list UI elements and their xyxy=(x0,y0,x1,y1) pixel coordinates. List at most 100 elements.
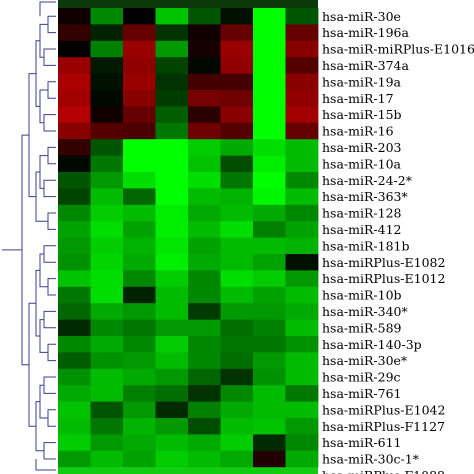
heatmap-cell xyxy=(90,286,124,304)
heatmap-cell xyxy=(285,73,319,91)
heatmap-cell xyxy=(123,40,156,58)
heatmap-cell xyxy=(253,352,286,370)
row-label: hsa-miRPlus-E1082 xyxy=(322,255,445,270)
heatmap-cell xyxy=(58,8,91,25)
heatmap-cell xyxy=(123,139,156,156)
heatmap-cell xyxy=(123,172,156,189)
heatmap-cell xyxy=(220,221,254,238)
heatmap-cell xyxy=(155,188,189,206)
heatmap-cell xyxy=(188,237,221,255)
heatmap-cell xyxy=(253,450,286,468)
row-label: hsa-miRPlus-F1127 xyxy=(322,419,445,434)
row-label: hsa-miR-30e xyxy=(322,9,401,24)
heatmap-partial-row-top xyxy=(58,0,318,8)
heatmap-cell xyxy=(90,139,124,156)
heatmap-cell xyxy=(155,221,189,238)
heatmap-cell xyxy=(90,254,124,271)
heatmap-cell xyxy=(90,172,124,189)
heatmap-cell xyxy=(90,401,124,419)
heatmap-cell xyxy=(220,204,254,222)
heatmap-cell xyxy=(58,221,91,238)
heatmap-cells xyxy=(58,0,319,474)
heatmap-cell xyxy=(285,336,319,353)
heatmap-cell xyxy=(220,188,254,206)
heatmap-cell xyxy=(188,73,221,91)
heatmap-cell xyxy=(58,237,91,255)
heatmap-cell xyxy=(285,188,319,206)
heatmap-cell xyxy=(220,401,254,419)
row-label: hsa-miR-30c-1* xyxy=(322,452,420,467)
heatmap-cell xyxy=(90,336,124,353)
heatmap-cell xyxy=(58,385,91,402)
heatmap-cell xyxy=(188,319,221,337)
row-dendrogram xyxy=(2,1,56,471)
heatmap-cell xyxy=(155,368,189,386)
row-label: hsa-miR-412 xyxy=(322,222,402,237)
heatmap-cell xyxy=(285,254,319,271)
heatmap-cell xyxy=(188,188,221,206)
heatmap-cell xyxy=(188,401,221,419)
heatmap-cell xyxy=(220,172,254,189)
heatmap-cell xyxy=(90,40,124,58)
heatmap-cell xyxy=(90,319,124,337)
heatmap-cell xyxy=(90,106,124,124)
heatmap-cell xyxy=(90,90,124,107)
heatmap-cell xyxy=(220,286,254,304)
heatmap-cell xyxy=(188,270,221,288)
heatmap-cell xyxy=(253,204,286,222)
heatmap-cell xyxy=(58,368,91,386)
heatmap-cell xyxy=(220,418,254,435)
heatmap-cell xyxy=(123,122,156,140)
heatmap-cell xyxy=(155,450,189,468)
row-label: hsa-miR-19a xyxy=(322,74,402,89)
heatmap-cell xyxy=(220,303,254,320)
heatmap-cell xyxy=(253,270,286,288)
heatmap-cell xyxy=(90,155,124,173)
heatmap-cell xyxy=(58,188,91,206)
row-label: hsa-miR-10b xyxy=(322,288,402,303)
heatmap-cell xyxy=(220,122,254,140)
heatmap-cell xyxy=(253,73,286,91)
row-label: hsa-miR-16 xyxy=(322,124,394,139)
heatmap-cell xyxy=(253,368,286,386)
heatmap-cell xyxy=(123,57,156,74)
row-label: hsa-miR-611 xyxy=(322,435,402,450)
heatmap-cell xyxy=(58,319,91,337)
heatmap-cell xyxy=(220,106,254,124)
row-label: hsa-miR-15b xyxy=(322,107,402,122)
heatmap-cell xyxy=(123,237,156,255)
heatmap-cell xyxy=(123,204,156,222)
heatmap-cell xyxy=(253,155,286,173)
row-label: hsa-miR-589 xyxy=(322,320,402,335)
heatmap-cell xyxy=(58,270,91,288)
heatmap-cell xyxy=(285,352,319,370)
heatmap-cell xyxy=(220,40,254,58)
heatmap-cell xyxy=(285,303,319,320)
row-label: hsa-miRPlus-E1042 xyxy=(322,402,445,417)
heatmap-cell xyxy=(155,73,189,91)
heatmap-cell xyxy=(58,303,91,320)
row-label: hsa-miR-196a xyxy=(322,25,409,40)
heatmap-cell xyxy=(253,237,286,255)
heatmap-cell xyxy=(155,336,189,353)
heatmap-cell xyxy=(253,254,286,271)
heatmap-cell xyxy=(58,418,91,435)
dendrogram-link xyxy=(35,459,56,471)
heatmap-cell xyxy=(188,418,221,435)
heatmap-cell xyxy=(123,90,156,107)
heatmap-cell xyxy=(188,155,221,173)
heatmap-cell xyxy=(90,221,124,238)
heatmap-cell xyxy=(155,24,189,42)
heatmap-cell xyxy=(58,155,91,173)
heatmap-cell xyxy=(155,155,189,173)
heatmap-cell xyxy=(123,368,156,386)
heatmap-cell xyxy=(155,57,189,74)
heatmap-cell xyxy=(188,352,221,370)
heatmap-cell xyxy=(90,450,124,468)
heatmap-cell xyxy=(285,90,319,107)
heatmap-cell xyxy=(123,73,156,91)
heatmap-cell xyxy=(285,237,319,255)
heatmap-cell xyxy=(155,90,189,107)
heatmap-cell xyxy=(220,270,254,288)
